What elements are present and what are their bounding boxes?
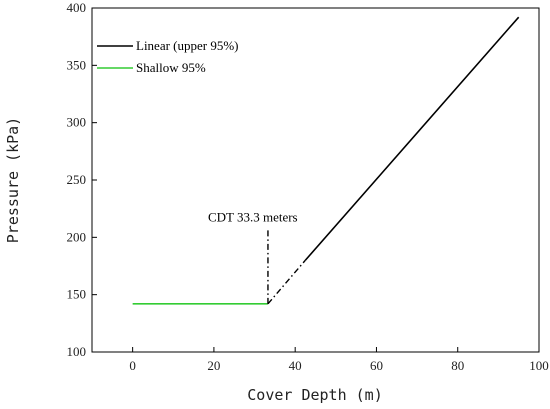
x-tick-label: 40 [289,358,302,373]
extrapolation-line [267,259,306,305]
x-tick-label: 100 [529,358,549,373]
y-tick-label: 200 [67,229,87,244]
y-axis-title: Pressure (kPa) [4,117,22,243]
series-line [304,16,520,261]
legend-label: Shallow 95% [136,60,206,75]
y-tick-label: 350 [67,57,87,72]
y-tick-label: 150 [67,287,87,302]
marks [132,16,520,305]
x-tick-label: 60 [370,358,383,373]
x-axis-title: Cover Depth (m) [247,386,382,404]
x-tick-label: 0 [129,358,136,373]
legend: Linear (upper 95%) Shallow 95% [97,38,239,75]
y-tick-label: 400 [67,0,87,15]
x-tick-label: 80 [451,358,464,373]
x-tick-label: 20 [207,358,220,373]
y-tick-label: 250 [67,172,87,187]
ticks: 0 20 40 60 80 100 100 150 200 250 300 350 400 [67,0,549,373]
cdt-annotation-label: CDT 33.3 meters [208,209,298,224]
y-tick-label: 300 [67,115,87,130]
legend-label: Linear (upper 95%) [136,38,239,53]
y-tick-label: 100 [67,344,87,359]
